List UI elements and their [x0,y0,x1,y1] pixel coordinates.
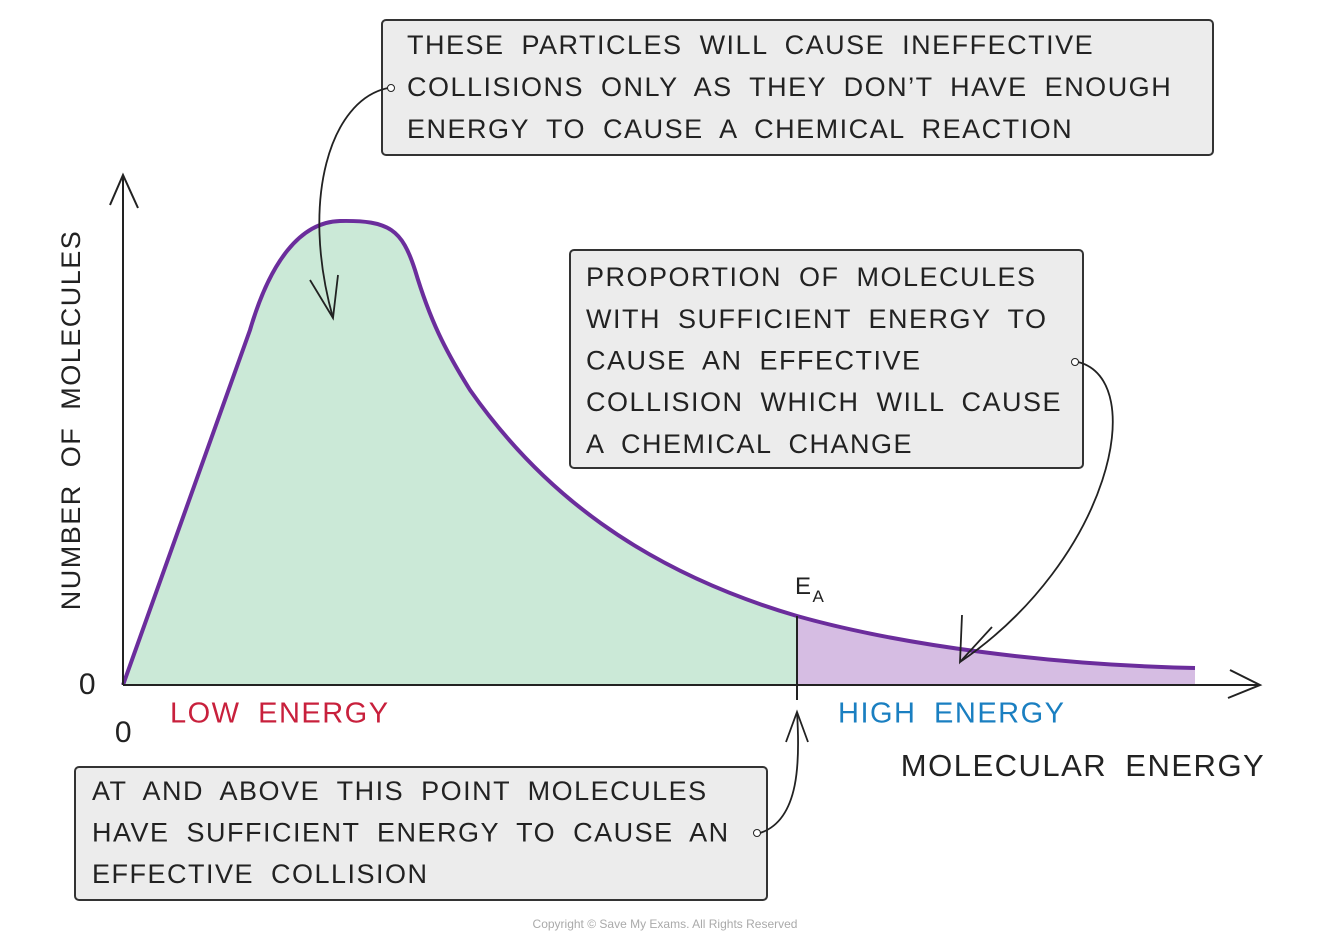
high-energy-area [797,616,1195,685]
callout-line: COLLISIONS ONLY AS THEY DON’T HAVE ENOUG… [407,72,1172,102]
arrows [309,84,1114,837]
callout-line: PROPORTION OF MOLECULES [586,262,1037,292]
threshold-e: E [795,573,813,600]
callout-box [381,19,1214,156]
callout-line: ENERGY TO CAUSE A CHEMICAL REACTION [407,114,1073,144]
callout-line: A CHEMICAL CHANGE [586,429,913,459]
threshold-subscript: A [813,587,826,606]
callout-box [569,249,1084,469]
callout-line: EFFECTIVE COLLISION [92,859,429,889]
copyright: Copyright © Save My Exams. All Rights Re… [533,917,798,931]
low-energy-label: LOW ENERGY [170,698,390,730]
callout-line: HAVE SUFFICIENT ENERGY TO CAUSE AN [92,818,730,848]
distribution-curve [121,218,1196,686]
low-energy-area [123,220,797,685]
y-axis-label: NUMBER OF MOLECULES [56,230,86,611]
high-energy-label: HIGH ENERGY [838,698,1066,730]
callouts: THESE PARTICLES WILL CAUSE INEFFECTIVE CO… [92,30,1172,889]
axes [109,172,1263,700]
x-origin: 0 [115,716,133,749]
callout-line: AT AND ABOVE THIS POINT MOLECULES [92,776,708,806]
threshold-label: EA [795,573,825,606]
callout-box [74,766,768,901]
callout-line: THESE PARTICLES WILL CAUSE INEFFECTIVE [407,30,1094,60]
y-origin: 0 [79,668,97,701]
x-axis-label: MOLECULAR ENERGY [901,748,1265,783]
callout-line: WITH SUFFICIENT ENERGY TO [586,304,1048,334]
callout-line: CAUSE AN EFFECTIVE [586,346,922,376]
callout-line: COLLISION WHICH WILL CAUSE [586,387,1062,417]
